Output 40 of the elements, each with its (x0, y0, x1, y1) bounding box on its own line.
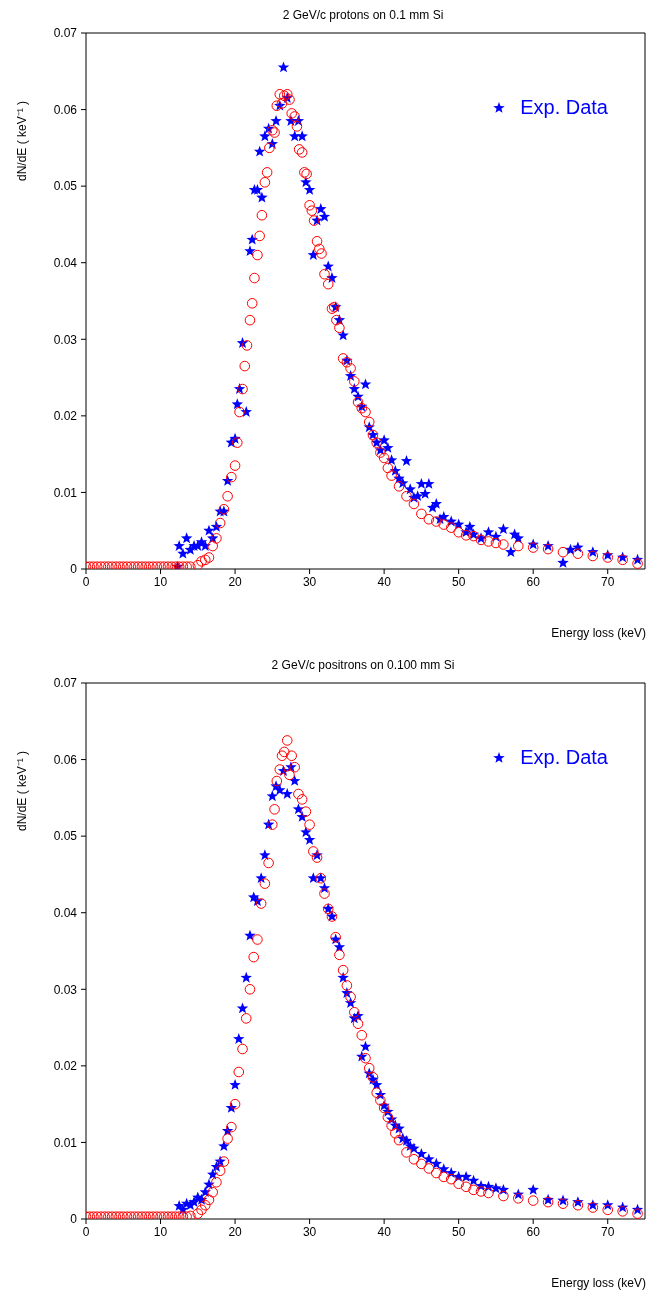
y-tick-label: 0.06 (53, 102, 78, 117)
x-tick-label: 70 (601, 574, 615, 589)
y-tick-label: 0.07 (53, 676, 78, 691)
legend-label: Exp. Data (520, 746, 608, 769)
x-tick-label: 10 (153, 574, 168, 589)
y-tick-label: 0.01 (53, 1135, 78, 1150)
x-axis-title: Energy loss (keV) (550, 1276, 647, 1290)
x-tick-label: 10 (153, 1224, 168, 1239)
x-tick-label: 20 (228, 1224, 243, 1239)
x-tick-label: 0 (82, 574, 90, 589)
y-tick-label: 0.05 (53, 829, 78, 844)
y-tick-label: 0.02 (53, 1059, 78, 1074)
y-tick-label: 0.06 (53, 752, 78, 767)
y-tick-label: 0.04 (53, 905, 78, 920)
chart-title: 2 GeV/c protons on 0.1 mm Si (281, 8, 445, 24)
y-tick-label: 0.01 (53, 485, 78, 500)
y-tick-label: 0.03 (53, 332, 78, 347)
x-tick-label: 60 (526, 1224, 541, 1239)
x-tick-label: 50 (451, 574, 466, 589)
y-tick-label: 0.04 (53, 255, 78, 270)
chart-title: 2 GeV/c positrons on 0.100 mm Si (270, 658, 456, 674)
x-tick-label: 40 (377, 1224, 392, 1239)
x-tick-label: 50 (451, 1224, 466, 1239)
y-tick-label: 0.07 (53, 26, 78, 41)
x-tick-label: 20 (228, 574, 243, 589)
x-tick-label: 0 (82, 1224, 90, 1239)
y-axis-title: dN/dE ( keV⁻¹ ) (15, 101, 30, 182)
x-tick-label: 30 (302, 574, 317, 589)
legend-label: Exp. Data (520, 96, 608, 119)
x-tick-label: 70 (601, 1224, 615, 1239)
y-tick-label: 0 (70, 562, 78, 577)
x-tick-label: 40 (377, 574, 392, 589)
y-tick-label: 0.05 (53, 179, 78, 194)
x-tick-label: 30 (302, 1224, 317, 1239)
x-axis-title: Energy loss (keV) (550, 626, 647, 640)
x-tick-label: 60 (526, 574, 541, 589)
y-tick-label: 0.03 (53, 982, 78, 997)
y-tick-label: 0.02 (53, 409, 78, 424)
y-axis-title: dN/dE ( keV⁻¹ ) (15, 751, 30, 832)
y-tick-label: 0 (70, 1212, 78, 1227)
